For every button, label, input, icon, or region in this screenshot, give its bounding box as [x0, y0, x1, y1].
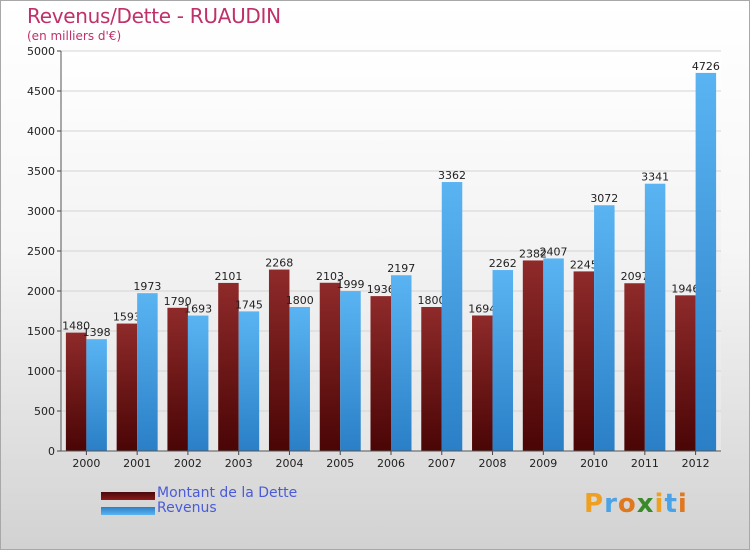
bar-revenus-2008 — [492, 270, 514, 451]
bar-revenus-2001 — [137, 293, 158, 451]
proxiti-logo: Proxiti — [584, 489, 688, 519]
bar-revenus-2007 — [441, 182, 463, 452]
bar-revenus-2003 — [238, 311, 260, 451]
bar-dette-2010 — [573, 271, 595, 451]
data-label-revenus-2003: 1745 — [235, 298, 263, 311]
y-tick-label: 3000 — [27, 205, 55, 218]
data-label-revenus-2006: 2197 — [387, 262, 415, 275]
bar-revenus-2011 — [644, 183, 666, 451]
logo-letter: P — [584, 489, 605, 519]
data-label-dette-2005: 2103 — [316, 270, 344, 283]
data-label-revenus-2009: 2407 — [540, 245, 568, 258]
y-tick-label: 3500 — [27, 165, 55, 178]
bar-dette-2007 — [421, 307, 442, 451]
y-tick-label: 500 — [34, 405, 55, 418]
legend-label-dette: Montant de la Dette — [157, 485, 298, 501]
data-label-dette-2003: 2101 — [214, 270, 242, 283]
logo-letter: r — [604, 489, 618, 519]
bar-dette-2005 — [319, 282, 341, 451]
data-label-revenus-2004: 1800 — [286, 294, 314, 307]
bar-revenus-2004 — [289, 307, 310, 451]
data-label-revenus-2008: 2262 — [489, 257, 517, 270]
bar-dette-2002 — [167, 307, 188, 451]
bar-dette-2011 — [624, 283, 645, 451]
bar-revenus-2005 — [340, 291, 361, 451]
bar-revenus-2012 — [695, 72, 717, 452]
bar-revenus-2010 — [594, 205, 615, 451]
bar-revenus-2009 — [543, 258, 564, 451]
bar-dette-2003 — [218, 282, 239, 451]
y-tick-label: 1500 — [27, 325, 55, 338]
bar-dette-2004 — [268, 269, 290, 451]
legend-swatch-dette — [101, 492, 155, 500]
x-tick-label: 2009 — [529, 457, 557, 470]
y-tick-label: 2000 — [27, 285, 55, 298]
x-tick-label: 2007 — [428, 457, 456, 470]
bar-dette-2009 — [522, 260, 544, 451]
bar-revenus-2000 — [86, 339, 107, 451]
logo-letter: o — [617, 489, 637, 519]
x-tick-label: 2004 — [275, 457, 303, 470]
x-tick-label: 2000 — [72, 457, 100, 470]
y-tick-label: 0 — [48, 445, 55, 458]
y-tick-label: 4000 — [27, 125, 55, 138]
x-tick-label: 2008 — [479, 457, 507, 470]
bar-dette-2006 — [370, 296, 391, 451]
y-tick-label: 2500 — [27, 245, 55, 258]
legend-swatch-revenus — [101, 507, 155, 515]
data-label-revenus-2011: 3341 — [641, 171, 669, 184]
y-tick-label: 5000 — [27, 45, 55, 58]
data-label-dette-2006: 1936 — [367, 283, 395, 296]
data-label-revenus-2002: 1693 — [184, 303, 212, 316]
data-label-dette-2001: 1593 — [113, 311, 141, 324]
data-label-revenus-2000: 1398 — [83, 326, 111, 339]
y-tick-label: 1000 — [27, 365, 55, 378]
x-tick-label: 2012 — [682, 457, 710, 470]
x-tick-label: 2006 — [377, 457, 405, 470]
chart-title: Revenus/Dette - RUAUDIN — [27, 4, 281, 28]
bar-dette-2008 — [472, 315, 493, 451]
logo-letter: i — [677, 489, 688, 519]
data-label-dette-2004: 2268 — [265, 257, 293, 270]
data-label-dette-2010: 2245 — [570, 258, 598, 271]
x-tick-label: 2003 — [225, 457, 253, 470]
data-label-revenus-2010: 3072 — [590, 192, 618, 205]
x-tick-label: 2011 — [631, 457, 659, 470]
chart-subtitle: (en milliers d'€) — [27, 29, 122, 43]
x-tick-label: 2010 — [580, 457, 608, 470]
data-label-dette-2011: 2097 — [621, 270, 649, 283]
data-label-revenus-2012: 4726 — [692, 60, 720, 73]
logo-letter: i — [654, 489, 665, 519]
legend-label-revenus: Revenus — [157, 500, 217, 516]
x-tick-label: 2005 — [326, 457, 354, 470]
data-label-dette-2008: 1694 — [468, 302, 496, 315]
logo-letter: t — [664, 489, 678, 519]
data-label-dette-2007: 1800 — [418, 294, 446, 307]
x-tick-label: 2001 — [123, 457, 151, 470]
bar-dette-2001 — [116, 323, 138, 451]
bar-dette-2012 — [675, 295, 696, 451]
data-label-dette-2012: 1946 — [671, 282, 699, 295]
y-tick-label: 4500 — [27, 85, 55, 98]
data-label-dette-2002: 1790 — [164, 295, 192, 308]
data-label-revenus-2005: 1999 — [336, 278, 364, 291]
bar-dette-2000 — [65, 332, 87, 451]
x-tick-label: 2002 — [174, 457, 202, 470]
logo-letter: x — [636, 489, 655, 519]
bar-revenus-2002 — [187, 315, 209, 451]
data-label-revenus-2007: 3362 — [438, 169, 466, 182]
data-label-dette-2000: 1480 — [62, 320, 90, 333]
bar-revenus-2006 — [391, 275, 412, 451]
data-label-revenus-2001: 1973 — [133, 280, 161, 293]
data-label-dette-2009: 2382 — [519, 247, 547, 260]
